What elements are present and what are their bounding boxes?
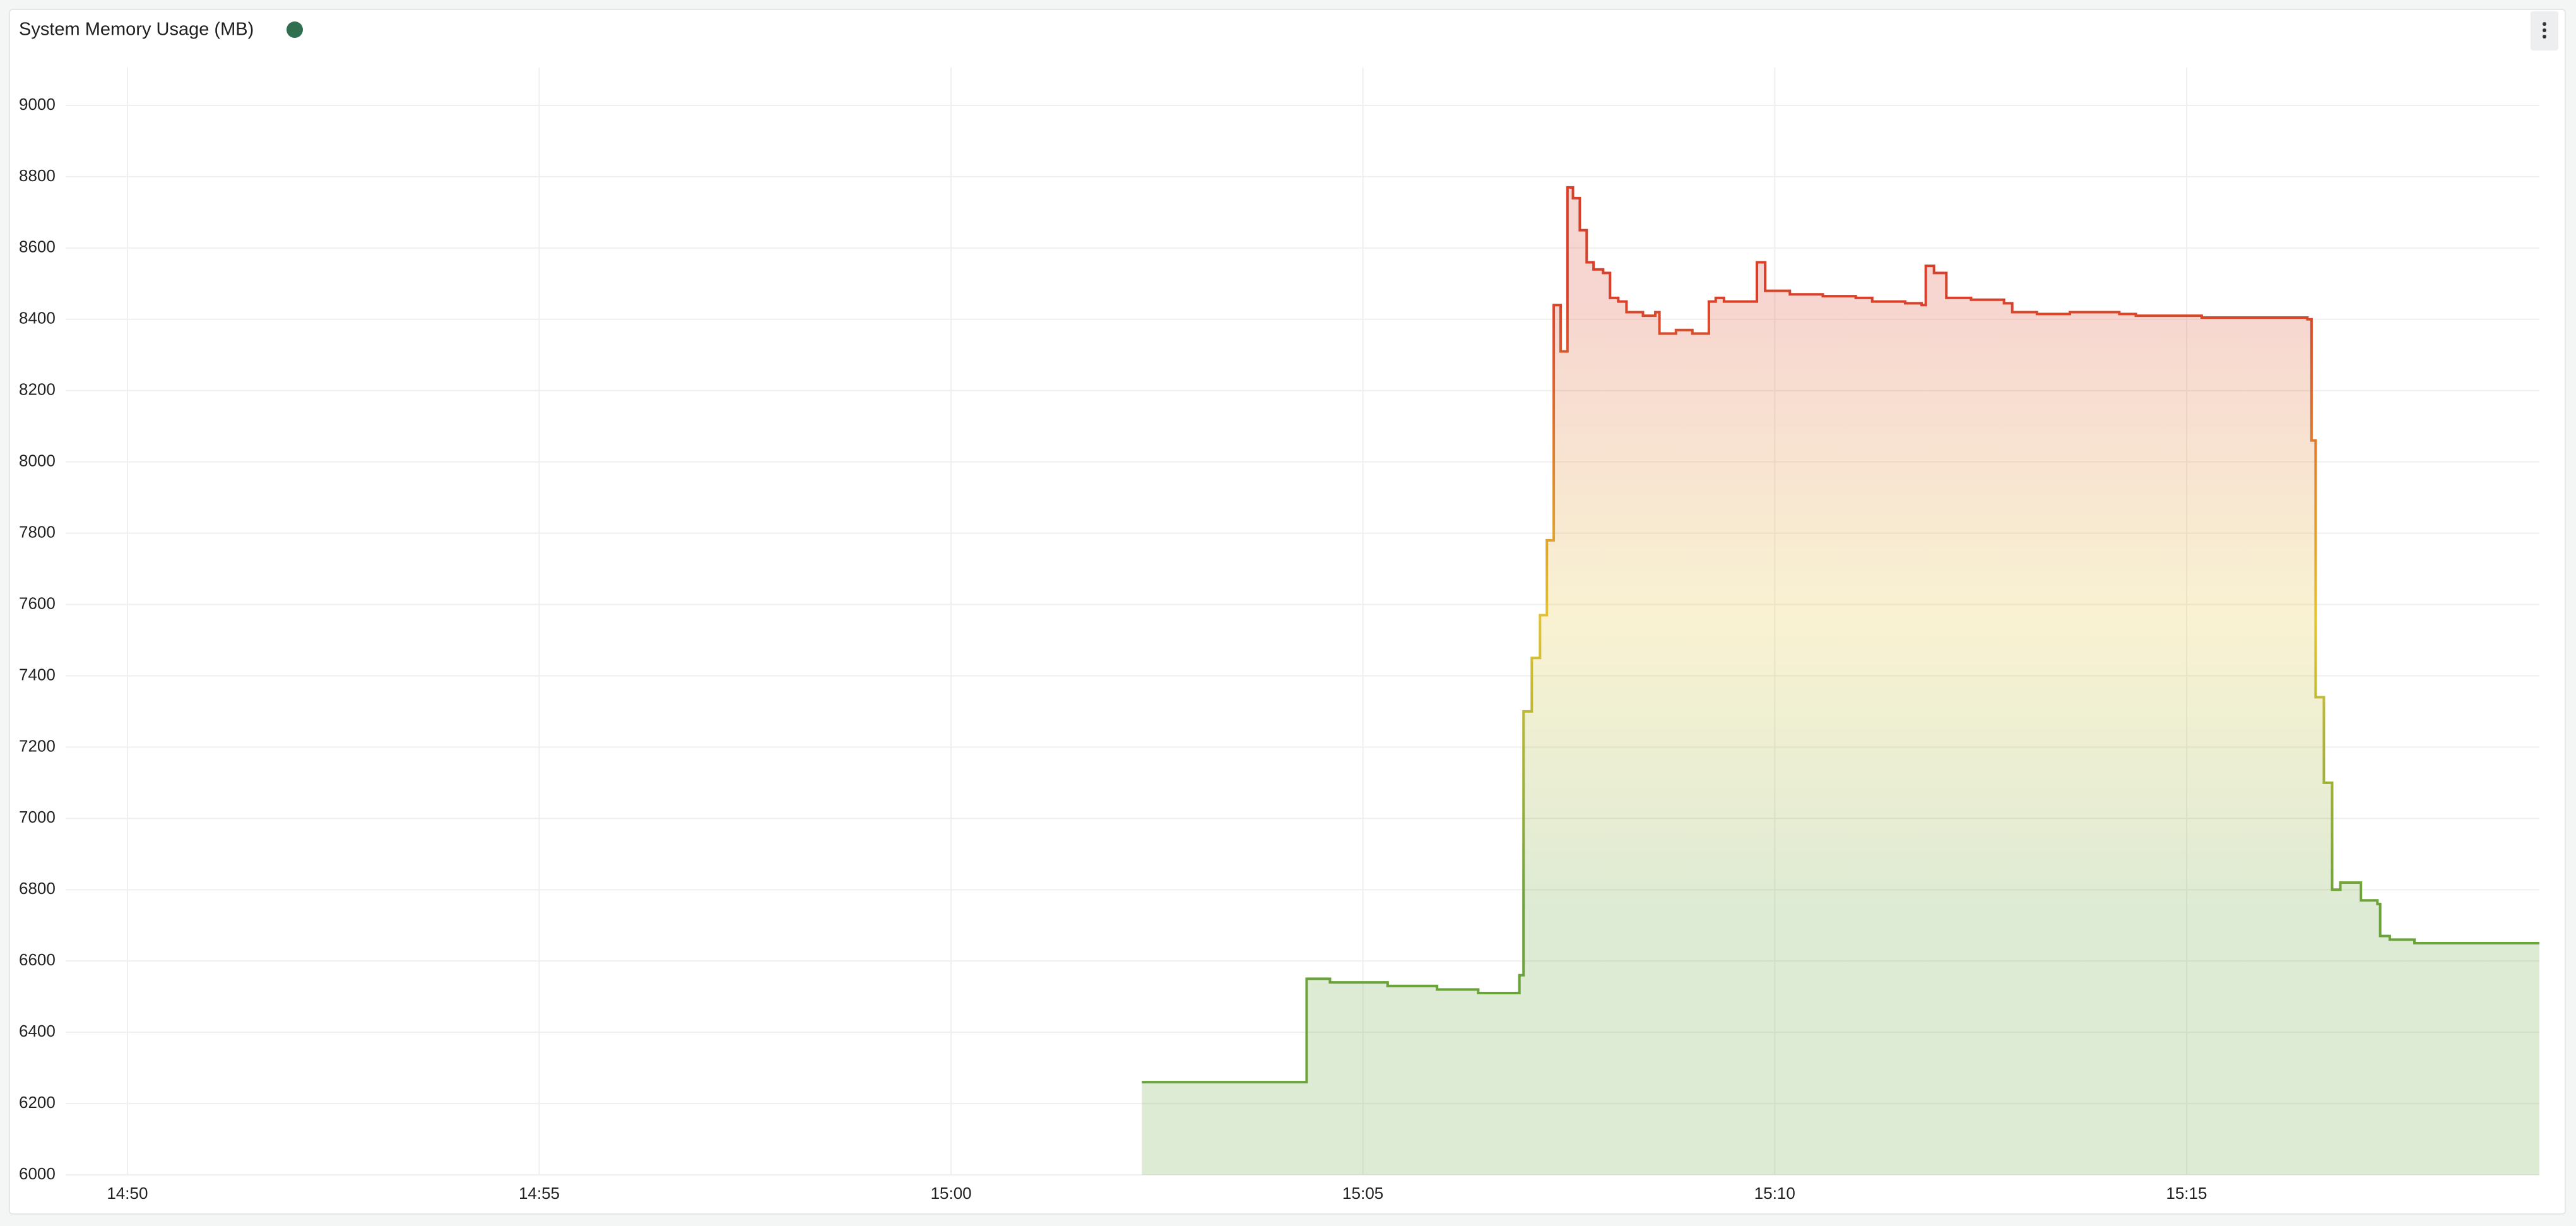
menu-dot: [2543, 35, 2546, 39]
line: [1142, 186, 2539, 1084]
area: [1142, 187, 2539, 1175]
y-tick-label: 8200: [19, 380, 56, 399]
y-tick-label: 7400: [19, 665, 56, 684]
y-tick-label: 6600: [19, 950, 56, 969]
y-tick-label: 7600: [19, 593, 56, 612]
y-tick-label: 9000: [19, 95, 56, 114]
y-tick-label: 6400: [19, 1021, 56, 1040]
menu-dot: [2543, 28, 2546, 32]
y-tick-label: 8600: [19, 237, 56, 256]
y-tick-label: 8800: [19, 166, 56, 185]
x-tick-label: 14:50: [107, 1184, 148, 1203]
y-tick-label: 6800: [19, 879, 56, 898]
y-tick-label: 7800: [19, 522, 56, 541]
panel-title: System Memory Usage (MB): [19, 20, 254, 40]
y-tick-label: 6200: [19, 1093, 56, 1112]
y-tick-label: 7200: [19, 736, 56, 755]
x-tick-label: 15:15: [2166, 1184, 2207, 1203]
x-tick-label: 15:05: [1342, 1184, 1383, 1203]
x-tick-label: 14:55: [519, 1184, 560, 1203]
y-tick-label: 7000: [19, 807, 56, 826]
y-tick-label: 6000: [19, 1164, 56, 1183]
y-tick-label: 8000: [19, 451, 56, 470]
y-tick-label: 8400: [19, 309, 56, 328]
x-tick-label: 15:10: [1754, 1184, 1795, 1203]
menu-dot: [2543, 22, 2546, 26]
legend-marker: [287, 21, 303, 38]
x-tick-label: 15:00: [931, 1184, 972, 1203]
